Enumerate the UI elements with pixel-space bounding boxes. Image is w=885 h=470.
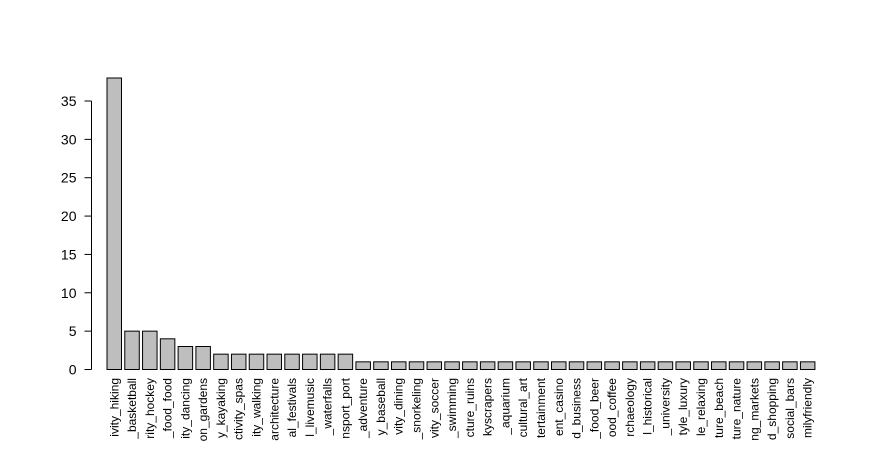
bar xyxy=(497,361,514,371)
bar xyxy=(711,361,727,371)
x-tick-label: ture_beach xyxy=(712,378,726,438)
bar xyxy=(568,361,585,371)
x-tick-label: social_bars xyxy=(783,378,797,439)
y-tick-label: 30 xyxy=(61,131,77,147)
x-tick-label: _basketball xyxy=(125,378,139,440)
x-tick-label: y_baseball xyxy=(374,378,388,435)
bar xyxy=(728,361,745,371)
bar xyxy=(159,338,176,371)
x-tick-label: l_livemusic xyxy=(303,378,317,437)
bar xyxy=(106,77,122,370)
y-tick-label: 15 xyxy=(61,246,77,262)
bar xyxy=(479,361,496,371)
bar xyxy=(195,345,211,371)
x-tick-label: _food_food xyxy=(161,378,175,439)
bar xyxy=(622,361,638,371)
bar xyxy=(337,353,354,371)
bar xyxy=(213,353,229,371)
x-tick-label: milyfriendly xyxy=(801,378,815,438)
x-tick-label: y_kayaking xyxy=(214,378,228,438)
bar xyxy=(355,361,371,371)
x-tick-label: ent_casino xyxy=(552,378,566,436)
bar xyxy=(515,361,531,371)
x-tick-label: ity_walking xyxy=(249,378,263,437)
bar xyxy=(782,361,798,371)
x-tick-label: ture_nature xyxy=(730,378,744,440)
bar xyxy=(533,361,549,371)
bar xyxy=(746,361,763,371)
x-tick-label: ood_coffee xyxy=(605,378,619,437)
x-tick-label: tyle_luxury xyxy=(676,378,690,435)
bar xyxy=(319,353,336,371)
x-tick-label: _university xyxy=(658,378,672,436)
x-tick-label: _swimming xyxy=(445,378,459,439)
bar xyxy=(390,361,407,371)
x-tick-label: ng_markets xyxy=(747,378,761,441)
bar xyxy=(177,345,194,371)
x-tick-label: _waterfalls xyxy=(321,378,335,436)
x-tick-label: _aquarium xyxy=(498,378,512,436)
x-tick-label: cultural_art xyxy=(516,377,530,437)
bar xyxy=(142,330,158,371)
y-tick-label: 10 xyxy=(61,285,77,301)
bars xyxy=(106,77,816,371)
bar xyxy=(799,361,816,371)
x-tick-label: kyscrapers xyxy=(481,378,495,436)
x-tick-label: ctivity_spas xyxy=(232,378,246,440)
bar xyxy=(764,361,780,371)
bar xyxy=(604,361,620,371)
x-tick-label: d_shopping xyxy=(765,378,779,440)
x-tick-labels: ivity_hiking _basketball rity_hockey _food_… xyxy=(107,377,814,441)
x-tick-label: nsport_port xyxy=(338,377,352,438)
bar xyxy=(657,361,674,371)
x-tick-label: cture_ruins xyxy=(463,378,477,437)
bar xyxy=(462,361,478,371)
y-tick-label: 5 xyxy=(69,323,77,339)
x-tick-label: tertainment xyxy=(534,377,548,438)
bar xyxy=(675,361,691,371)
y-axis: 0 5 10 15 20 25 30 35 xyxy=(61,93,92,378)
bar xyxy=(444,361,460,371)
x-tick-label: l_historical xyxy=(641,378,655,435)
x-tick-label: rity_hockey xyxy=(143,378,157,439)
bar xyxy=(284,353,300,371)
bar xyxy=(693,361,709,371)
bar xyxy=(551,361,567,371)
x-tick-label: ivity_hiking xyxy=(107,378,121,437)
x-tick-label: d_business xyxy=(570,378,584,439)
bar xyxy=(373,361,389,371)
x-tick-label: architecture xyxy=(267,378,281,441)
x-tick-label: _food_beer xyxy=(587,378,601,440)
x-tick-label: vity_soccer xyxy=(427,378,441,438)
x-tick-label: _snorkeling xyxy=(410,378,424,440)
y-tick-label: 35 xyxy=(61,93,77,109)
y-tick-label: 25 xyxy=(61,170,77,186)
bar xyxy=(266,353,283,371)
y-tick-label: 20 xyxy=(61,208,77,224)
x-tick-label: le_relaxing xyxy=(694,378,708,436)
bar xyxy=(230,353,247,371)
y-tick-label: 0 xyxy=(69,362,77,378)
x-tick-label: rchaeology xyxy=(623,378,637,437)
bar xyxy=(248,353,265,371)
x-tick-label: _adventure xyxy=(356,378,370,439)
bar xyxy=(639,361,656,371)
bar xyxy=(586,361,603,371)
x-tick-label: on_gardens xyxy=(196,378,210,441)
bar xyxy=(124,330,140,371)
bar xyxy=(426,361,443,371)
x-tick-label: al_festivals xyxy=(285,378,299,437)
x-tick-label: ity_dancing xyxy=(178,378,192,439)
bar xyxy=(408,361,425,371)
x-tick-label: vity_dining xyxy=(392,378,406,435)
bar xyxy=(302,353,318,371)
